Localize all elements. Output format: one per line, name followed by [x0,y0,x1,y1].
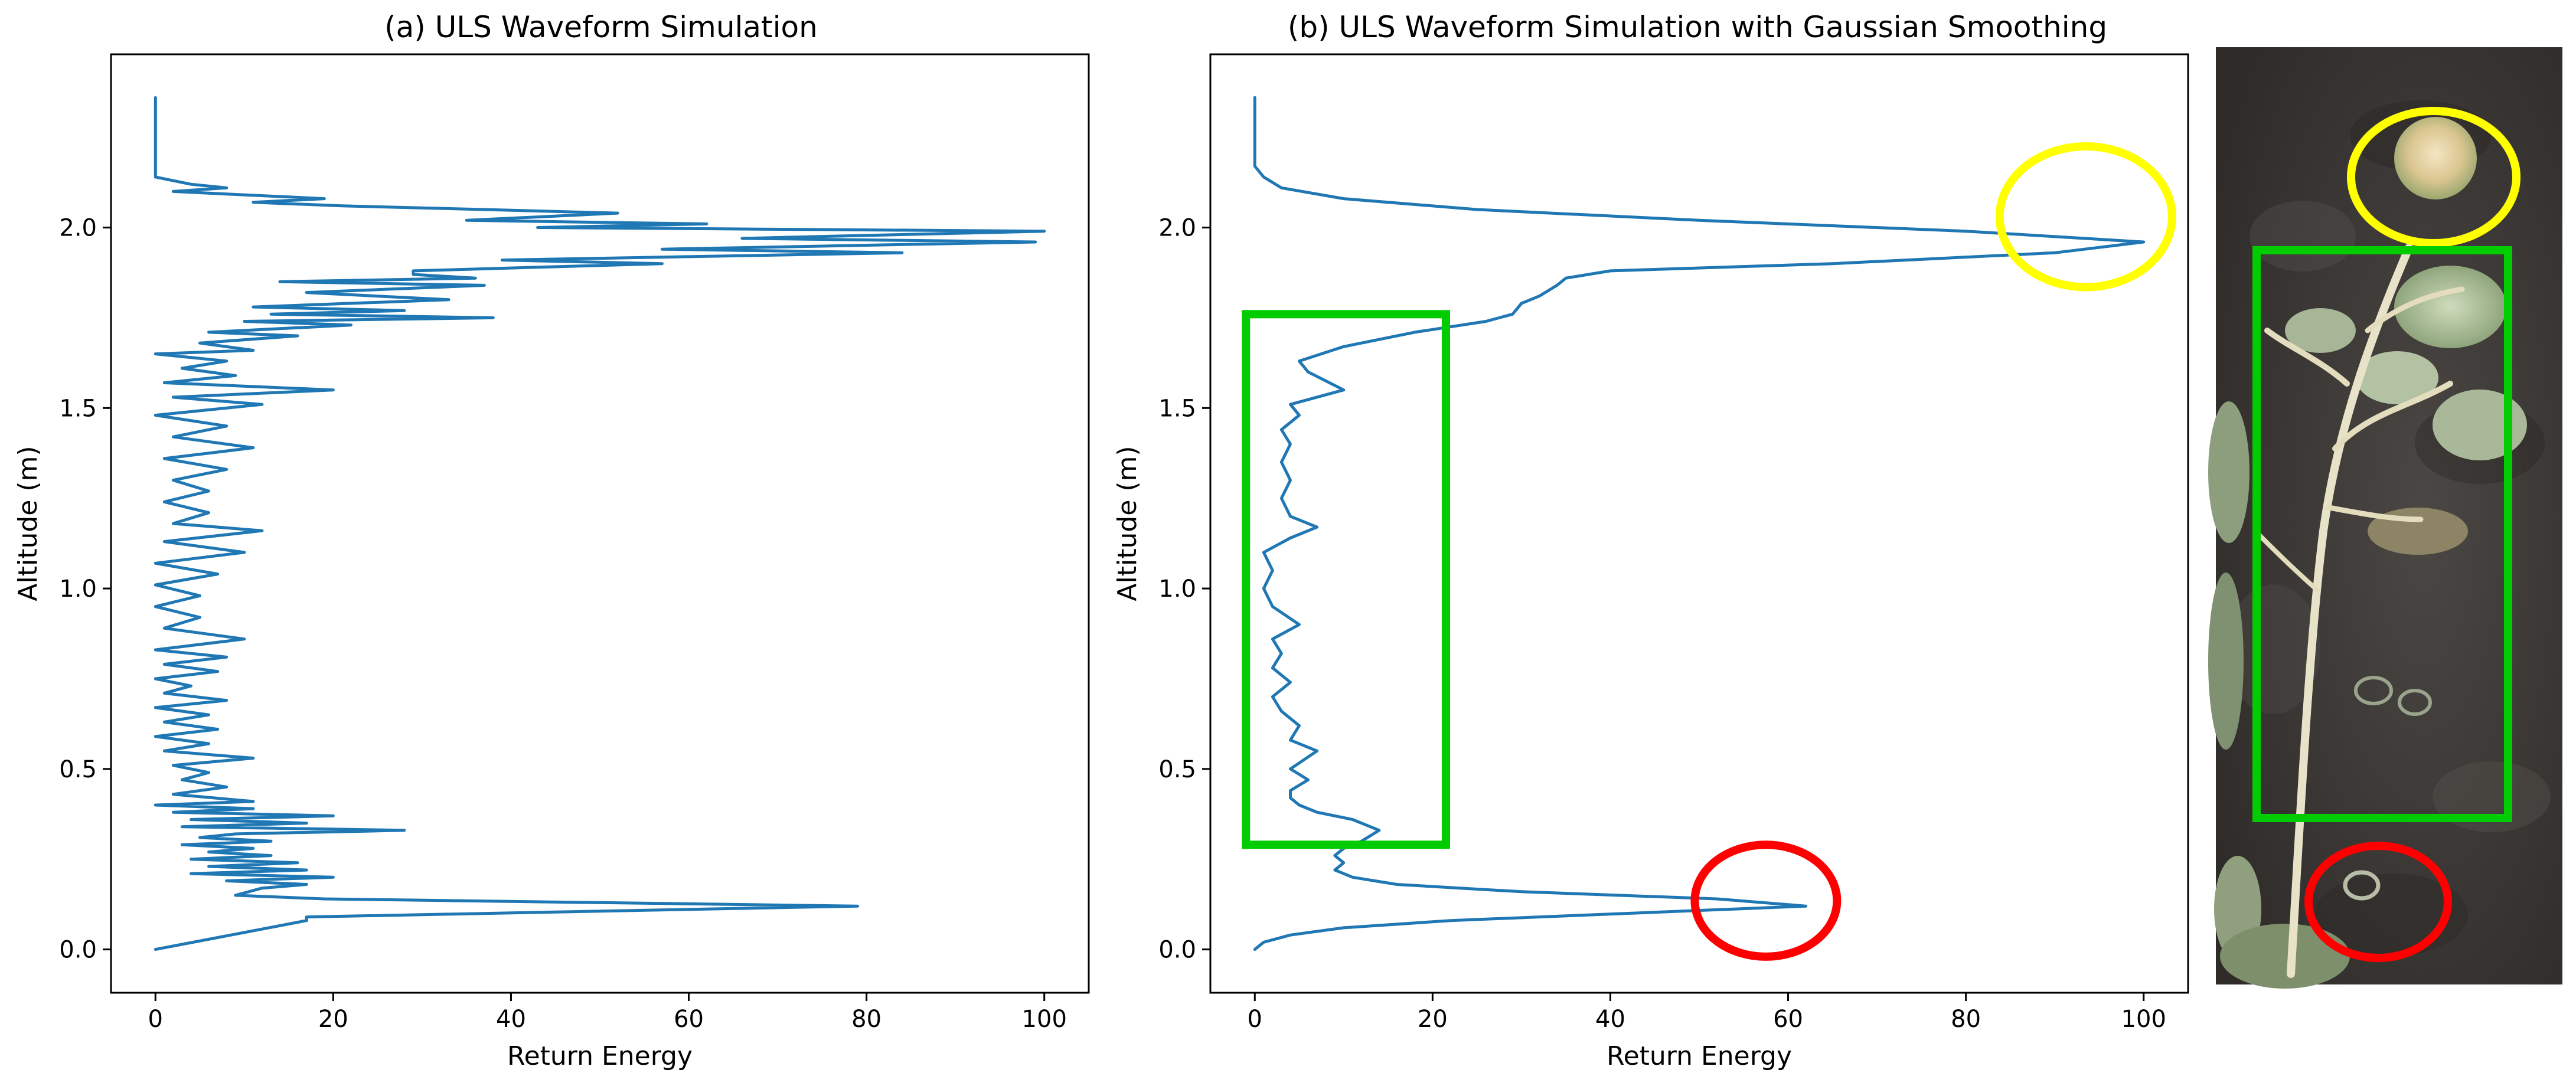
plant-stem [2253,244,2465,978]
panel-a-ytick-label: 0.5 [59,756,97,783]
annotation-yellow-ellipse [1995,142,2176,292]
panel-b-ytick-label: 2.0 [1158,215,1196,242]
photo-annotations [2252,107,2521,962]
panel-b-axis-ticks: 0 20 40 60 80 100 0.0 0.5 1.0 1.5 2.0 [1158,215,2166,1033]
panel-b-xtick-label: 40 [1595,1006,1625,1033]
panel-a-xtick-label: 20 [318,1006,348,1033]
annotation-green-rectangle [1242,310,1450,849]
panel-b-ytick-label: 0.0 [1158,937,1196,964]
panel-a-xtick-label: 0 [148,1006,163,1033]
panel-b-ytick-label: 1.0 [1158,575,1196,603]
panel-a-axis-ticks: 0 20 40 60 80 100 0.0 0.5 1.0 1.5 2.0 [59,215,1067,1033]
panel-b-xlabel: Return Energy [1607,1041,1792,1071]
panel-b-xtick-label: 100 [2121,1006,2166,1033]
panel-a-ytick-label: 0.0 [59,937,97,964]
plant-photo [2208,47,2562,989]
panel-b-xtick-label: 80 [1951,1006,1981,1033]
panel-b-plot-frame [1209,53,2189,994]
plant-leaves [2208,266,2527,989]
panel-a-waveform-line [154,96,1046,951]
annotation-red-ellipse [1690,840,1842,961]
photo-red-ellipse [2304,842,2452,962]
panel-a-chart: (a) ULS Waveform Simulation 0 20 40 60 80 100… [13,10,1090,1071]
plant-base-sprout [2343,870,2381,901]
panel-b-annotations [1242,142,2176,961]
panel-a-xlabel: Return Energy [507,1041,693,1071]
panel-a-ytick-label: 1.0 [59,575,97,603]
panel-a-ylabel: Altitude (m) [13,446,43,601]
panel-b-ylabel: Altitude (m) [1112,446,1142,601]
panel-b-xtick-label: 0 [1248,1006,1262,1033]
panel-b-ytick-label: 0.5 [1158,756,1196,783]
panel-b-xtick-label: 20 [1418,1006,1448,1033]
panel-a-xtick-label: 100 [1022,1006,1067,1033]
panel-a-xtick-label: 40 [496,1006,526,1033]
panel-a-xtick-label: 80 [851,1006,881,1033]
panel-b-chart: (b) ULS Waveform Simulation with Gaussia… [1112,10,2189,1071]
photo-green-rectangle [2252,246,2512,822]
panel-a-ytick-label: 1.5 [59,395,97,422]
panel-a-plot-frame [110,53,1090,994]
panel-a-xtick-label: 60 [674,1006,704,1033]
panel-b-title: (b) ULS Waveform Simulation with Gaussia… [1288,10,2107,44]
plant-flower [2394,117,2477,199]
panel-b-ytick-label: 1.5 [1158,395,1196,422]
photo-yellow-ellipse [2347,107,2521,247]
panel-a-title: (a) ULS Waveform Simulation [384,10,818,44]
panel-b-smoothed-waveform-line [1253,96,2146,951]
panel-b-xtick-label: 60 [1773,1006,1803,1033]
panel-a-ytick-label: 2.0 [59,215,97,242]
